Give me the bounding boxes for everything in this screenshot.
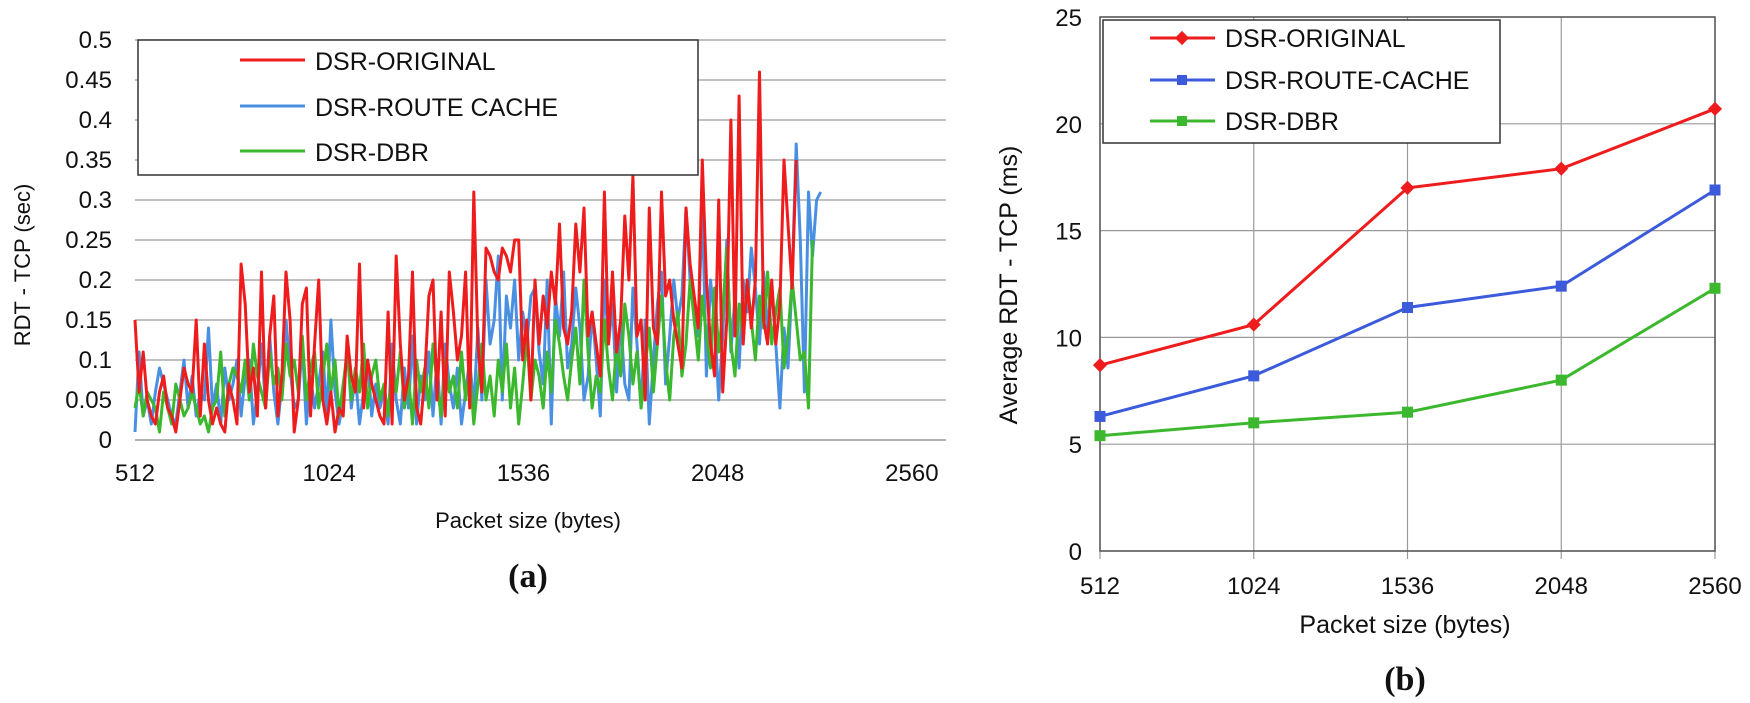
- chart-a-legend-label-1: DSR-ORIGINAL: [315, 48, 496, 76]
- chart-b-x-tick-3: 2048: [1535, 573, 1588, 600]
- chart-b-y-tick-3: 15: [1055, 219, 1082, 246]
- chart-b-point-s3-0: [1094, 430, 1106, 442]
- chart-b-y-tick-4: 20: [1055, 112, 1082, 139]
- chart-a-x-tick-0: 512: [115, 460, 155, 487]
- chart-b-x-tick-1: 1024: [1227, 573, 1280, 600]
- chart-b-point-s1-1: [1246, 317, 1261, 332]
- chart-a-y-axis-label: RDT - TCP (sec): [10, 184, 35, 347]
- chart-b-legend-marker-1: [1174, 30, 1190, 46]
- chart-a-x-tick-3: 2048: [691, 460, 744, 487]
- chart-b-point-s2-0: [1094, 410, 1106, 422]
- chart-b-y-tick-labels: 0 5 10 15 20 25: [1055, 5, 1082, 566]
- chart-b-caption: (b): [1384, 661, 1426, 698]
- chart-a-legend-label-2: DSR-ROUTE CACHE: [315, 94, 558, 122]
- chart-b-y-tick-2: 10: [1055, 325, 1082, 352]
- chart-a-y-tick-0: 0: [99, 427, 112, 454]
- chart-b-y-tick-0: 0: [1069, 539, 1082, 566]
- chart-b-point-s2-1: [1248, 370, 1260, 382]
- chart-b: 0 5 10 15 20 25 512 1024 1536 2048 2560 DSR-ORIGI…: [995, 5, 1742, 698]
- chart-b-point-s1-0: [1092, 358, 1108, 373]
- chart-b-point-s1-2: [1400, 180, 1415, 195]
- chart-a-legend: DSR-ORIGINAL DSR-ROUTE CACHE DSR-DBR: [137, 39, 699, 176]
- chart-b-y-tick-1: 5: [1069, 432, 1082, 459]
- chart-b-point-s3-2: [1402, 406, 1413, 418]
- chart-b-point-s2-3: [1555, 280, 1567, 292]
- chart-a: 0 0.05 0.1 0.15 0.2 0.25 0.3 0.35 0.4 0.45 0.5 512…: [10, 27, 946, 595]
- chart-a-legend-box: [137, 39, 699, 176]
- chart-a-y-tick-1: 0.05: [65, 387, 112, 414]
- chart-b-legend-label-3: DSR-DBR: [1225, 108, 1339, 136]
- chart-b-point-s3-4: [1709, 282, 1721, 294]
- chart-a-y-tick-4: 0.2: [79, 267, 112, 294]
- chart-b-y-tick-5: 25: [1055, 5, 1082, 32]
- chart-b-point-s3-1: [1248, 417, 1260, 429]
- chart-a-x-axis-label: Packet size (bytes): [435, 508, 621, 533]
- chart-a-x-tick-labels: 512 1024 1536 2048 2560: [115, 460, 939, 487]
- chart-a-series: [133, 70, 823, 434]
- chart-a-y-tick-labels: 0 0.05 0.1 0.15 0.2 0.25 0.3 0.35 0.4 0.45 0.5: [65, 27, 112, 454]
- chart-b-point-s2-2: [1402, 301, 1413, 313]
- chart-b-x-tick-4: 2560: [1688, 573, 1741, 600]
- chart-b-legend-label-2: DSR-ROUTE-CACHE: [1225, 67, 1469, 95]
- chart-b-series: [1092, 101, 1723, 442]
- chart-a-y-tick-3: 0.15: [65, 307, 112, 334]
- chart-b-x-axis-label: Packet size (bytes): [1299, 611, 1510, 639]
- chart-a-y-tick-7: 0.35: [65, 147, 112, 174]
- chart-a-x-tick-2: 1536: [497, 460, 550, 487]
- chart-a-y-tick-5: 0.25: [65, 227, 112, 254]
- chart-b-y-axis-label: Average RDT - TCP (ms): [995, 146, 1023, 425]
- chart-b-point-s1-4: [1707, 101, 1723, 116]
- chart-a-x-tick-4: 2560: [885, 460, 938, 487]
- chart-b-x-tick-labels: 512 1024 1536 2048 2560: [1080, 573, 1742, 600]
- chart-b-point-s3-3: [1555, 374, 1567, 386]
- chart-a-y-tick-10: 0.5: [79, 27, 112, 54]
- chart-a-series-line-1: [133, 70, 798, 434]
- chart-a-y-tick-8: 0.4: [79, 107, 112, 134]
- chart-b-legend-marker-3: [1177, 116, 1187, 126]
- chart-a-legend-label-3: DSR-DBR: [315, 139, 429, 167]
- chart-a-y-tick-2: 0.1: [79, 347, 112, 374]
- chart-b-x-tick-2: 1536: [1381, 573, 1434, 600]
- chart-b-legend: DSR-ORIGINAL DSR-ROUTE-CACHE DSR-DBR: [1102, 19, 1501, 144]
- chart-b-legend-label-1: DSR-ORIGINAL: [1225, 25, 1406, 53]
- chart-b-legend-marker-2: [1177, 75, 1187, 85]
- chart-b-point-s2-4: [1709, 184, 1721, 196]
- chart-a-caption: (a): [508, 558, 548, 595]
- chart-a-x-tick-1: 1024: [303, 460, 356, 487]
- chart-a-y-tick-6: 0.3: [79, 187, 112, 214]
- chart-a-y-tick-9: 0.45: [65, 67, 112, 94]
- chart-b-x-tick-0: 512: [1080, 573, 1120, 600]
- chart-b-point-s1-3: [1554, 161, 1569, 176]
